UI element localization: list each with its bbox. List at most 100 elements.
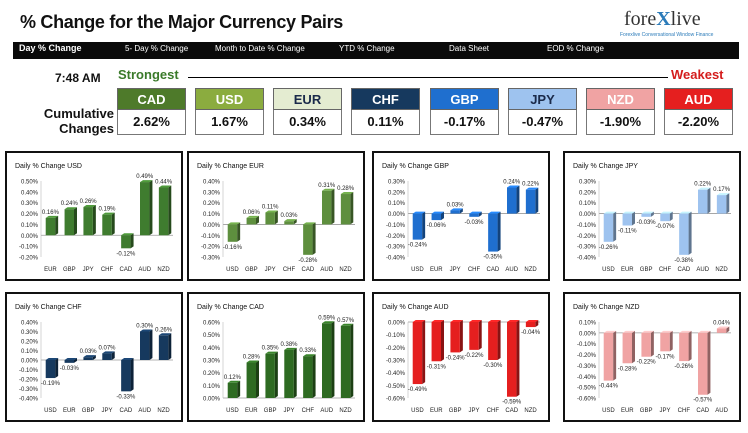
bar-nzd [158,335,169,360]
chart-panel-2[interactable]: Daily % Change EUR 0.40% 0.30% 0.20% 0.10% 0.… [187,151,365,281]
bar-top [603,211,617,214]
x-tick-label: JPY [101,408,112,414]
y-tick-label: -0.40% [386,256,406,262]
y-tick-label: -0.20% [201,245,221,251]
nav-day-change[interactable]: Day % Change [19,43,82,53]
x-tick-label: JPY [450,267,461,273]
nav-eod-change[interactable]: EOD % Change [547,44,604,53]
chart-panel-8[interactable]: Daily % Change NZD 0.10% 0.00% -0.10% -0.20%… [563,292,741,422]
bar-top [340,323,354,326]
bar-chf [488,322,498,360]
y-tick-label: -0.10% [386,333,406,339]
nav-5-day-change[interactable]: 5- Day % Change [125,44,189,53]
bar-top [716,193,730,196]
x-tick-label: CAD [696,408,709,414]
nav-month-to-date[interactable]: Month to Date % Change [215,44,305,53]
currency-box-eur: EUR 0.34% [273,88,342,136]
bar-usd [227,224,238,242]
bar-aud [716,328,727,333]
x-tick-label: GBP [63,267,76,273]
data-label: -0.06% [427,223,447,229]
y-tick-label: -0.40% [577,256,597,262]
bar-eur [431,213,441,221]
y-tick-label: 0.10% [21,223,39,229]
chart-panel-1[interactable]: Daily % Change USD 0.50% 0.40% 0.30% 0.20% 0.… [5,151,183,281]
data-label: -0.03% [464,220,484,226]
bar-side [535,187,539,214]
bar-side [613,330,617,381]
chart-panel-4[interactable]: Daily % Change JPY 0.30% 0.20% 0.10% 0.00% -0… [563,151,741,281]
bar-top [488,211,501,214]
nav-ytd-change[interactable]: YTD % Change [339,44,395,53]
nav-data-sheet[interactable]: Data Sheet [449,44,490,53]
bar-side [613,211,617,242]
x-tick-label: EUR [63,408,76,414]
x-tick-label: AUD [320,267,333,273]
logo-text: foreXlive [624,8,701,30]
bar-side [707,330,711,395]
data-label: 0.57% [337,318,355,324]
bar-eur [246,362,256,398]
y-tick-label: -0.40% [19,397,39,403]
x-tick-label: USD [602,408,615,414]
data-label: -0.19% [41,381,61,387]
bar-usd [45,360,56,379]
logo-tagline: Forexlive Conversational Window Finance [620,32,714,38]
x-tick-label: NZD [715,267,728,273]
bar-side [74,358,77,363]
currency-name: CAD [117,88,186,110]
data-label: 0.33% [299,348,317,354]
bar-top [525,320,539,322]
y-tick-label: 0.00% [203,223,221,229]
bar-side [274,351,278,398]
bar-nzd [525,322,536,328]
x-tick-label: NZD [157,267,170,273]
bar-top [660,330,673,333]
bar-side [312,222,316,255]
chart-panel-5[interactable]: Daily % Change CHF 0.40% 0.30% 0.20% 0.10% 0.… [5,292,183,422]
bar-top [265,351,278,354]
data-label: 0.03% [280,213,298,219]
bar-top [246,215,259,218]
bar-side [632,330,635,364]
bar-top [227,222,241,225]
currency-change-value: 2.62% [117,110,186,135]
bar-nzd [525,189,536,214]
currency-name: EUR [273,88,342,110]
y-tick-label: 0.50% [203,333,221,339]
bar-aud [507,187,517,214]
chart-title: Daily % Change GBP [382,163,449,170]
bar-top [698,187,711,190]
bar-top [698,330,711,333]
data-label: -0.59% [502,400,522,406]
bar-top [140,329,153,332]
y-tick-label: 0.10% [203,212,221,218]
y-tick-label: 0.50% [21,180,39,186]
bar-top [246,360,259,363]
chart-panel-3[interactable]: Daily % Change GBP 0.30% 0.20% 0.10% 0.00% -0… [372,151,550,281]
bar-top [83,355,96,358]
data-label: 0.26% [80,199,98,205]
bar-cad [121,360,131,392]
x-tick-label: AUD [505,267,518,273]
bar-usd [227,382,238,398]
currency-name: CHF [351,88,420,110]
currency-change-value: -2.20% [664,110,733,135]
bar-side [168,185,172,236]
y-tick-label: 0.20% [203,201,221,207]
data-label: -0.07% [655,224,675,230]
data-label: -0.38% [674,258,694,264]
x-tick-label: EUR [430,408,443,414]
bar-nzd [158,187,169,236]
x-tick-label: USD [411,408,424,414]
bar-chf [303,356,313,398]
currency-change-value: 1.67% [195,110,264,135]
forexlive-logo[interactable]: foreXlive Forexlive Conversational Windo… [612,4,728,44]
chart-panel-6[interactable]: Daily % Change CAD 0.60% 0.50% 0.40% 0.30% 0.… [187,292,365,422]
bar-side [350,323,354,398]
chart-panel-7[interactable]: Daily % Change AUD 0.00% -0.10% -0.20% -0.30… [372,292,550,422]
chart-title: Daily % Change NZD [573,304,640,311]
bar-top [412,320,426,322]
y-tick-label: 0.00% [21,359,39,365]
bar-chart: Daily % Change CHF 0.40% 0.30% 0.20% 0.10% 0.… [15,304,173,414]
